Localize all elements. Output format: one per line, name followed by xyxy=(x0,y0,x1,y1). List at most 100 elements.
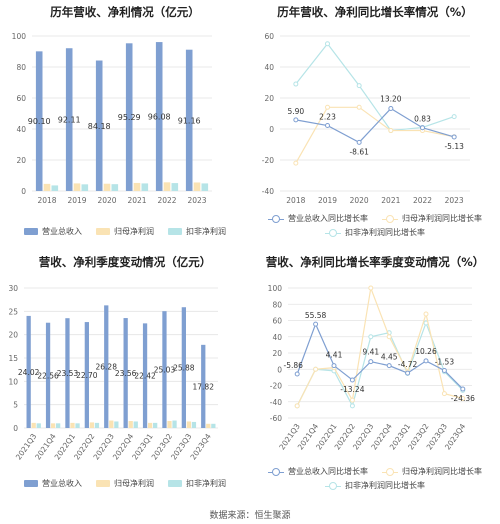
data-label: 84.18 xyxy=(88,122,111,131)
bar xyxy=(114,421,119,428)
legend-item-revenue-growth[interactable]: 营业总收入同比增长率 xyxy=(268,466,368,477)
chart-title: 营收、净利季度变动情况（亿元） xyxy=(38,255,212,269)
bar xyxy=(123,318,128,428)
data-label: -8.61 xyxy=(349,147,369,156)
data-label: 95.29 xyxy=(118,113,141,122)
bar xyxy=(35,51,43,191)
y-tick-label: 40 xyxy=(16,125,26,134)
bar xyxy=(147,422,153,428)
bar xyxy=(201,344,206,428)
data-label: 25.03 xyxy=(154,366,176,375)
bar xyxy=(181,307,186,428)
legend-item-deducted-profit-growth[interactable]: 扣非净利润同比增长率 xyxy=(325,227,425,238)
y-tick-label: 80 xyxy=(272,300,282,309)
y-tick-label: 0 xyxy=(13,424,18,433)
y-tick-label: -40 xyxy=(270,398,282,407)
data-label: 91.16 xyxy=(178,116,201,125)
bar xyxy=(43,183,51,191)
y-tick-label: 20 xyxy=(264,94,274,103)
legend-swatch xyxy=(96,228,110,235)
legend-item-net-profit-growth[interactable]: 归母净利润同比增长率 xyxy=(382,213,482,224)
bar xyxy=(128,421,133,428)
y-tick-label: 20 xyxy=(8,331,18,340)
data-label: -1.53 xyxy=(435,357,455,366)
y-tick-label: 80 xyxy=(16,63,26,72)
data-label: 4.41 xyxy=(326,351,343,360)
chart-legend: 营业总收入 归母净利润 扣非净利润 xyxy=(0,226,250,237)
data-point xyxy=(293,160,299,166)
bar xyxy=(125,43,133,191)
legend-label: 归母净利润同比增长率 xyxy=(402,214,482,223)
legend-swatch xyxy=(268,214,284,223)
legend-label: 营业总收入 xyxy=(42,479,82,488)
data-point xyxy=(325,104,330,110)
legend-label: 扣非净利润同比增长率 xyxy=(345,228,425,237)
x-tick-label: 2020 xyxy=(350,196,369,205)
legend-label: 扣非净利润同比增长率 xyxy=(345,481,425,490)
data-point xyxy=(368,359,374,365)
bar xyxy=(193,182,201,191)
data-label: 22.42 xyxy=(134,372,156,381)
legend-swatch xyxy=(168,480,182,487)
chart-title: 历年营收、净利情况（亿元） xyxy=(50,5,200,19)
legend-label: 扣非净利润 xyxy=(186,227,226,236)
annual-growth-chart: -40 -20 0 20 40 60 2018 2019 2020 2021 2022 2023 5.9… xyxy=(262,32,470,205)
data-label: 23.56 xyxy=(115,369,137,378)
bar xyxy=(211,423,216,428)
series-line xyxy=(296,322,464,390)
y-tick-label: 60 xyxy=(272,317,282,326)
bar xyxy=(104,305,109,428)
legend-label: 扣非净利润 xyxy=(186,479,226,488)
series-line xyxy=(296,321,464,408)
bar xyxy=(201,183,209,191)
annual-growth-panel: 历年营收、净利同比增长率情况（%） -40 -20 0 20 40 60 2018 2019 2… xyxy=(250,0,500,250)
y-tick-label: -20 xyxy=(270,382,282,391)
legend-item-net-profit-growth[interactable]: 归母净利润同比增长率 xyxy=(382,466,482,477)
x-tick-label: 2021 xyxy=(127,196,146,205)
legend-item-revenue[interactable]: 营业总收入 xyxy=(24,226,82,237)
bar xyxy=(185,49,193,192)
data-point xyxy=(368,285,374,291)
chart-legend: 营业总收入同比增长率 归母净利润同比增长率 扣非净利润同比增长率 xyxy=(250,213,500,238)
bar xyxy=(171,183,179,191)
data-label: -13.24 xyxy=(340,385,364,394)
data-point xyxy=(441,367,447,373)
data-label: 0.83 xyxy=(414,115,431,124)
data-label: 23.53 xyxy=(57,369,79,378)
legend-item-revenue-growth[interactable]: 营业总收入同比增长率 xyxy=(268,213,368,224)
series-line xyxy=(295,106,455,164)
y-tick-label: 15 xyxy=(8,354,18,363)
y-tick-label: 5 xyxy=(13,401,18,410)
legend-label: 营业总收入同比增长率 xyxy=(288,467,368,476)
bar xyxy=(191,421,197,428)
data-label: 92.11 xyxy=(58,116,81,125)
legend-item-net-profit[interactable]: 归母净利润 xyxy=(96,478,154,489)
legend-item-net-profit[interactable]: 归母净利润 xyxy=(96,226,154,237)
data-label: 24.02 xyxy=(18,368,40,377)
data-label: -5.86 xyxy=(283,361,303,370)
x-tick-label: 2019 xyxy=(67,196,86,205)
x-tick-label: 2020 xyxy=(97,196,116,205)
legend-item-revenue[interactable]: 营业总收入 xyxy=(24,478,82,489)
bar xyxy=(36,423,41,428)
legend-item-deducted-profit[interactable]: 扣非净利润 xyxy=(168,226,226,237)
y-tick-label: 0 xyxy=(269,125,274,134)
data-point xyxy=(460,396,466,401)
data-point xyxy=(356,139,362,145)
data-label: 17.82 xyxy=(193,382,215,391)
bar xyxy=(65,48,73,192)
data-point xyxy=(388,128,394,134)
data-label: 10.26 xyxy=(415,347,437,356)
legend-swatch xyxy=(268,467,284,476)
data-label: 22.70 xyxy=(76,371,98,380)
data-point xyxy=(356,83,362,89)
legend-label: 归母净利润 xyxy=(114,479,154,488)
y-tick-label: 100 xyxy=(12,32,27,41)
data-point xyxy=(349,377,355,383)
legend-item-deducted-profit-growth[interactable]: 扣非净利润同比增长率 xyxy=(325,480,425,491)
bar xyxy=(73,183,81,191)
x-tick-label: 2018 xyxy=(37,196,56,205)
legend-item-deducted-profit[interactable]: 扣非净利润 xyxy=(168,478,226,489)
data-point xyxy=(386,363,392,369)
bar xyxy=(84,322,89,428)
